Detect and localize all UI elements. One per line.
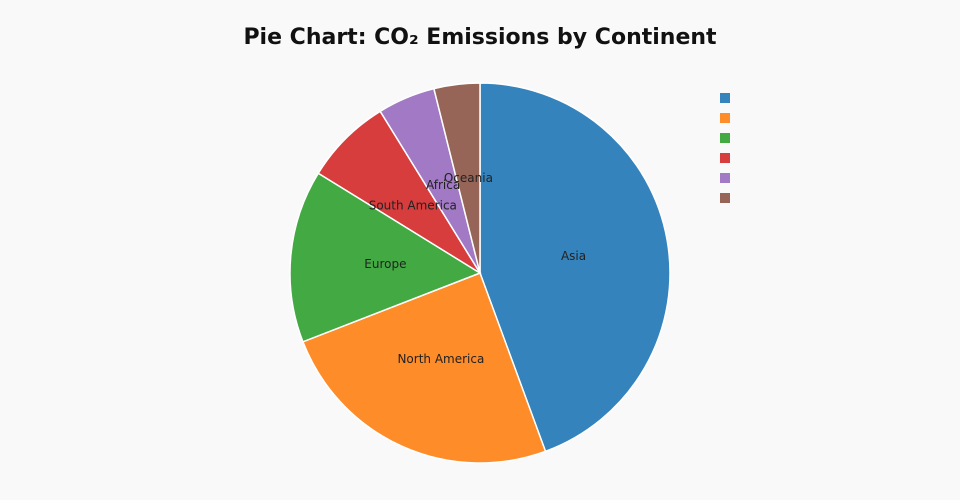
legend-swatch <box>720 113 730 123</box>
legend-swatch <box>720 153 730 163</box>
slice-label: Africa <box>426 178 460 192</box>
legend-swatch <box>720 193 730 203</box>
pie-slice <box>432 82 481 274</box>
chart-title: Pie Chart: CO₂ Emissions by Continent <box>243 25 717 50</box>
legend-swatch <box>720 133 730 143</box>
pie-slice <box>289 172 482 343</box>
slice-label: Asia <box>561 249 586 263</box>
slice-label: Oceania <box>444 171 493 185</box>
legend-swatch <box>720 93 730 103</box>
slice-label: South America <box>369 198 457 212</box>
slice-label: Europe <box>364 257 406 271</box>
slice-label: North America <box>397 352 484 366</box>
pie-slice <box>301 272 547 464</box>
pie-slice <box>479 82 671 453</box>
legend-swatch <box>720 173 730 183</box>
